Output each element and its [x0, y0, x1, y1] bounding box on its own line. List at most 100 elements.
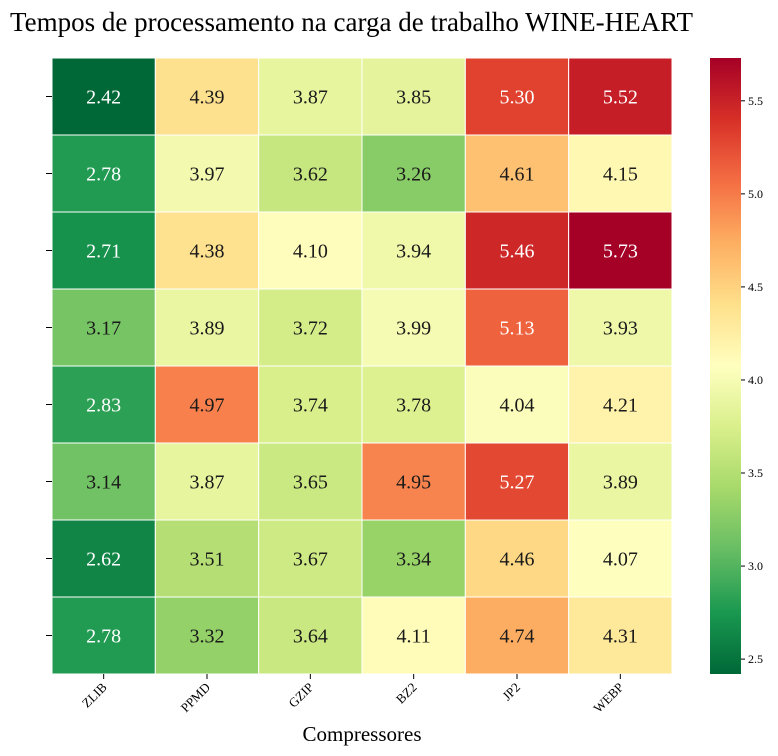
heatmap-cell — [568, 134, 673, 213]
cell-value-label: 3.89 — [603, 472, 638, 494]
cell-value-label: 3.17 — [86, 318, 121, 340]
cell-value-label: 2.83 — [86, 395, 121, 417]
heatmap-cell — [568, 596, 673, 675]
heatmap-cell — [568, 365, 673, 444]
cell-value-label: 3.99 — [396, 318, 431, 340]
heatmap-cell — [258, 596, 363, 675]
heatmap-cell — [258, 365, 363, 444]
heatmap-cell — [51, 596, 156, 675]
heatmap-cell — [361, 519, 466, 598]
cell-value-label: 3.14 — [86, 472, 121, 494]
heatmap-cell — [361, 596, 466, 675]
heatmap-cell — [361, 365, 466, 444]
heatmap-cells: 2.42 4.39 3.87 3.85 5.30 5.52 2.78 3.97 3.62 3.26… — [51, 57, 673, 675]
heatmap-cell — [568, 57, 673, 136]
heatmap-cell — [464, 442, 570, 521]
cell-value-label: 4.38 — [190, 241, 225, 263]
heatmap-cell — [361, 134, 466, 213]
heatmap-cell — [258, 57, 363, 136]
heatmap-cell — [568, 442, 673, 521]
cell-value-label: 3.65 — [293, 472, 328, 494]
heatmap-cell — [51, 519, 156, 598]
cell-value-label: 5.27 — [500, 472, 535, 494]
cell-value-label: 4.39 — [190, 87, 225, 109]
x-axis-label: Compressores — [303, 722, 422, 746]
cell-value-label: 3.32 — [190, 626, 225, 648]
colorbar-gradient — [710, 58, 741, 674]
cell-value-label: 2.42 — [86, 87, 121, 109]
cell-value-label: 2.71 — [86, 241, 121, 263]
cell-value-label: 3.62 — [293, 164, 328, 186]
x-tick-label: BZ2 — [393, 680, 420, 707]
cell-value-label: 3.85 — [396, 87, 431, 109]
cell-value-label: 3.89 — [190, 318, 225, 340]
y-tick-marks — [46, 96, 52, 636]
heatmap-cell — [361, 288, 466, 367]
cell-value-label: 3.93 — [603, 318, 638, 340]
heatmap-cell — [51, 442, 156, 521]
heatmap-cell — [154, 519, 260, 598]
cell-value-label: 4.61 — [500, 164, 535, 186]
cell-value-label: 4.04 — [500, 395, 535, 417]
x-tick-label: JP2 — [499, 680, 523, 704]
cell-value-label: 3.26 — [396, 164, 431, 186]
x-tick-label: GZIP — [285, 680, 316, 711]
cell-value-label: 2.78 — [86, 626, 121, 648]
heatmap-cell — [464, 211, 570, 290]
x-tick-label: ZLIB — [79, 679, 110, 710]
colorbar-tick-label: 3.0 — [748, 559, 763, 573]
heatmap-cell — [568, 519, 673, 598]
cell-value-label: 5.52 — [603, 87, 638, 109]
colorbar-tick-label: 5.5 — [748, 94, 763, 108]
heatmap-cell — [464, 288, 570, 367]
cell-value-label: 4.07 — [603, 549, 638, 571]
heatmap-cell — [258, 211, 363, 290]
colorbar-tick-label: 4.0 — [748, 373, 763, 387]
cell-value-label: 4.97 — [190, 395, 225, 417]
x-tick-label: WEBP — [590, 680, 626, 716]
x-tick-labels: ZLIB PPMD GZIP BZ2 JP2 WEBP — [79, 674, 626, 716]
cell-value-label: 3.94 — [396, 241, 431, 263]
cell-value-label: 3.87 — [293, 87, 328, 109]
cell-value-label: 4.46 — [500, 549, 535, 571]
heatmap-cell — [361, 57, 466, 136]
heatmap-cell — [154, 288, 260, 367]
cell-value-label: 5.46 — [500, 241, 535, 263]
heatmap-cell — [464, 596, 570, 675]
cell-value-label: 4.10 — [293, 241, 328, 263]
cell-value-label: 5.30 — [500, 87, 535, 109]
cell-value-label: 4.31 — [603, 626, 638, 648]
heatmap-cell — [568, 288, 673, 367]
cell-value-label: 3.64 — [293, 626, 328, 648]
heatmap-cell — [464, 365, 570, 444]
heatmap-cell — [51, 57, 156, 136]
cell-value-label: 2.78 — [86, 164, 121, 186]
heatmap-cell — [154, 57, 260, 136]
cell-value-label: 5.13 — [500, 318, 535, 340]
heatmap-cell — [361, 211, 466, 290]
heatmap-cell — [51, 365, 156, 444]
cell-value-label: 3.34 — [396, 549, 431, 571]
heatmap-cell — [258, 288, 363, 367]
heatmap-cell — [464, 57, 570, 136]
chart-title: Tempos de processamento na carga de trab… — [10, 7, 694, 37]
cell-value-label: 3.74 — [293, 395, 328, 417]
heatmap-cell — [51, 288, 156, 367]
heatmap-cell — [258, 519, 363, 598]
colorbar-tick-label: 2.5 — [748, 652, 763, 666]
cell-value-label: 3.97 — [190, 164, 225, 186]
cell-value-label: 3.51 — [190, 549, 225, 571]
cell-value-label: 3.87 — [190, 472, 225, 494]
cell-value-label: 4.15 — [603, 164, 638, 186]
cell-value-label: 3.72 — [293, 318, 328, 340]
cell-value-label: 4.21 — [603, 395, 638, 417]
heatmap-cell — [568, 211, 673, 290]
colorbar-tick-label: 4.5 — [748, 280, 763, 294]
cell-value-label: 2.62 — [86, 549, 121, 571]
cell-value-label: 3.78 — [396, 395, 431, 417]
heatmap-cell — [51, 211, 156, 290]
cell-value-label: 4.74 — [500, 626, 535, 648]
colorbar-tick-label: 3.5 — [748, 466, 763, 480]
x-tick-label: PPMD — [177, 680, 213, 716]
